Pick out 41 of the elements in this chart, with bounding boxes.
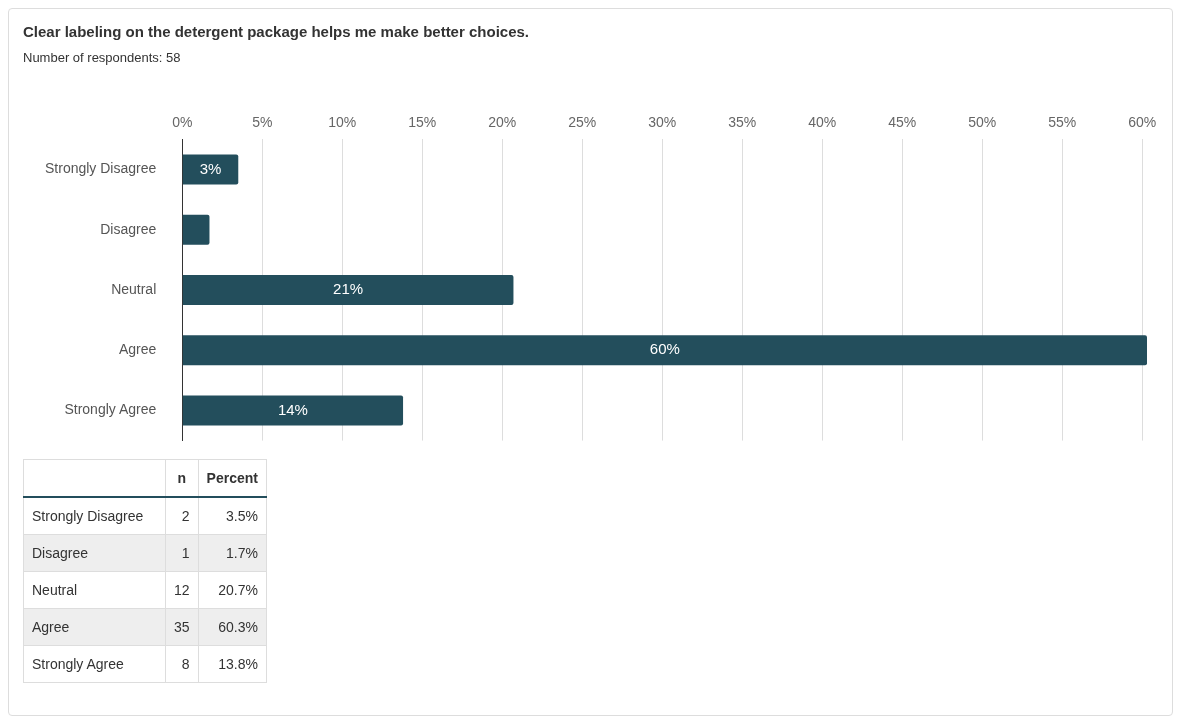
bar bbox=[182, 335, 1147, 366]
bar bbox=[182, 154, 239, 185]
bar bbox=[182, 395, 404, 426]
bar bbox=[182, 214, 210, 245]
data-label: 20.7% bbox=[198, 571, 267, 609]
x-tick-label: 35% bbox=[728, 113, 757, 130]
x-tick-label: 50% bbox=[968, 113, 997, 130]
y-tick-label: Agree bbox=[118, 341, 157, 358]
x-tick-label: 55% bbox=[1048, 113, 1077, 130]
data-label: 8 bbox=[165, 645, 199, 683]
data-label: 13.8% bbox=[198, 645, 267, 683]
x-tick-label: 20% bbox=[488, 113, 517, 130]
data-label: 3.5% bbox=[198, 497, 267, 535]
data-label: 1.7% bbox=[198, 534, 267, 572]
data-label: 1 bbox=[165, 534, 199, 572]
y-tick-label: Strongly Agree bbox=[64, 401, 157, 418]
data-label: 35 bbox=[165, 608, 199, 646]
bar bbox=[182, 274, 514, 306]
x-tick-label: 5% bbox=[252, 113, 273, 130]
x-tick-label: 60% bbox=[1128, 113, 1157, 130]
data-label: 12 bbox=[165, 571, 199, 609]
data-label: 21% bbox=[333, 280, 364, 298]
data-label: 2 bbox=[165, 497, 199, 535]
x-tick-label: 25% bbox=[568, 113, 597, 130]
x-tick-label: 10% bbox=[328, 113, 357, 130]
data-label: 3% bbox=[199, 159, 222, 177]
x-tick-label: 15% bbox=[408, 113, 437, 130]
y-tick-label: Disagree bbox=[100, 220, 157, 237]
data-label: 60.3% bbox=[198, 608, 267, 646]
data-label: 60% bbox=[649, 340, 680, 358]
chart-subtitle: Number of respondents: 58 bbox=[23, 50, 182, 65]
y-tick-label: Neutral bbox=[111, 280, 157, 297]
x-tick-label: 0% bbox=[172, 113, 193, 130]
chart-title: Clear labeling on the detergent package helps me make better choices. bbox=[23, 23, 530, 40]
series-label: n bbox=[165, 459, 199, 497]
x-tick-label: 40% bbox=[808, 113, 837, 130]
x-tick-label: 30% bbox=[648, 113, 677, 130]
data-label: 14% bbox=[277, 400, 308, 418]
y-tick-label: Strongly Disagree bbox=[44, 160, 157, 177]
x-tick-label: 45% bbox=[888, 113, 917, 130]
series-label: Percent bbox=[198, 459, 267, 497]
